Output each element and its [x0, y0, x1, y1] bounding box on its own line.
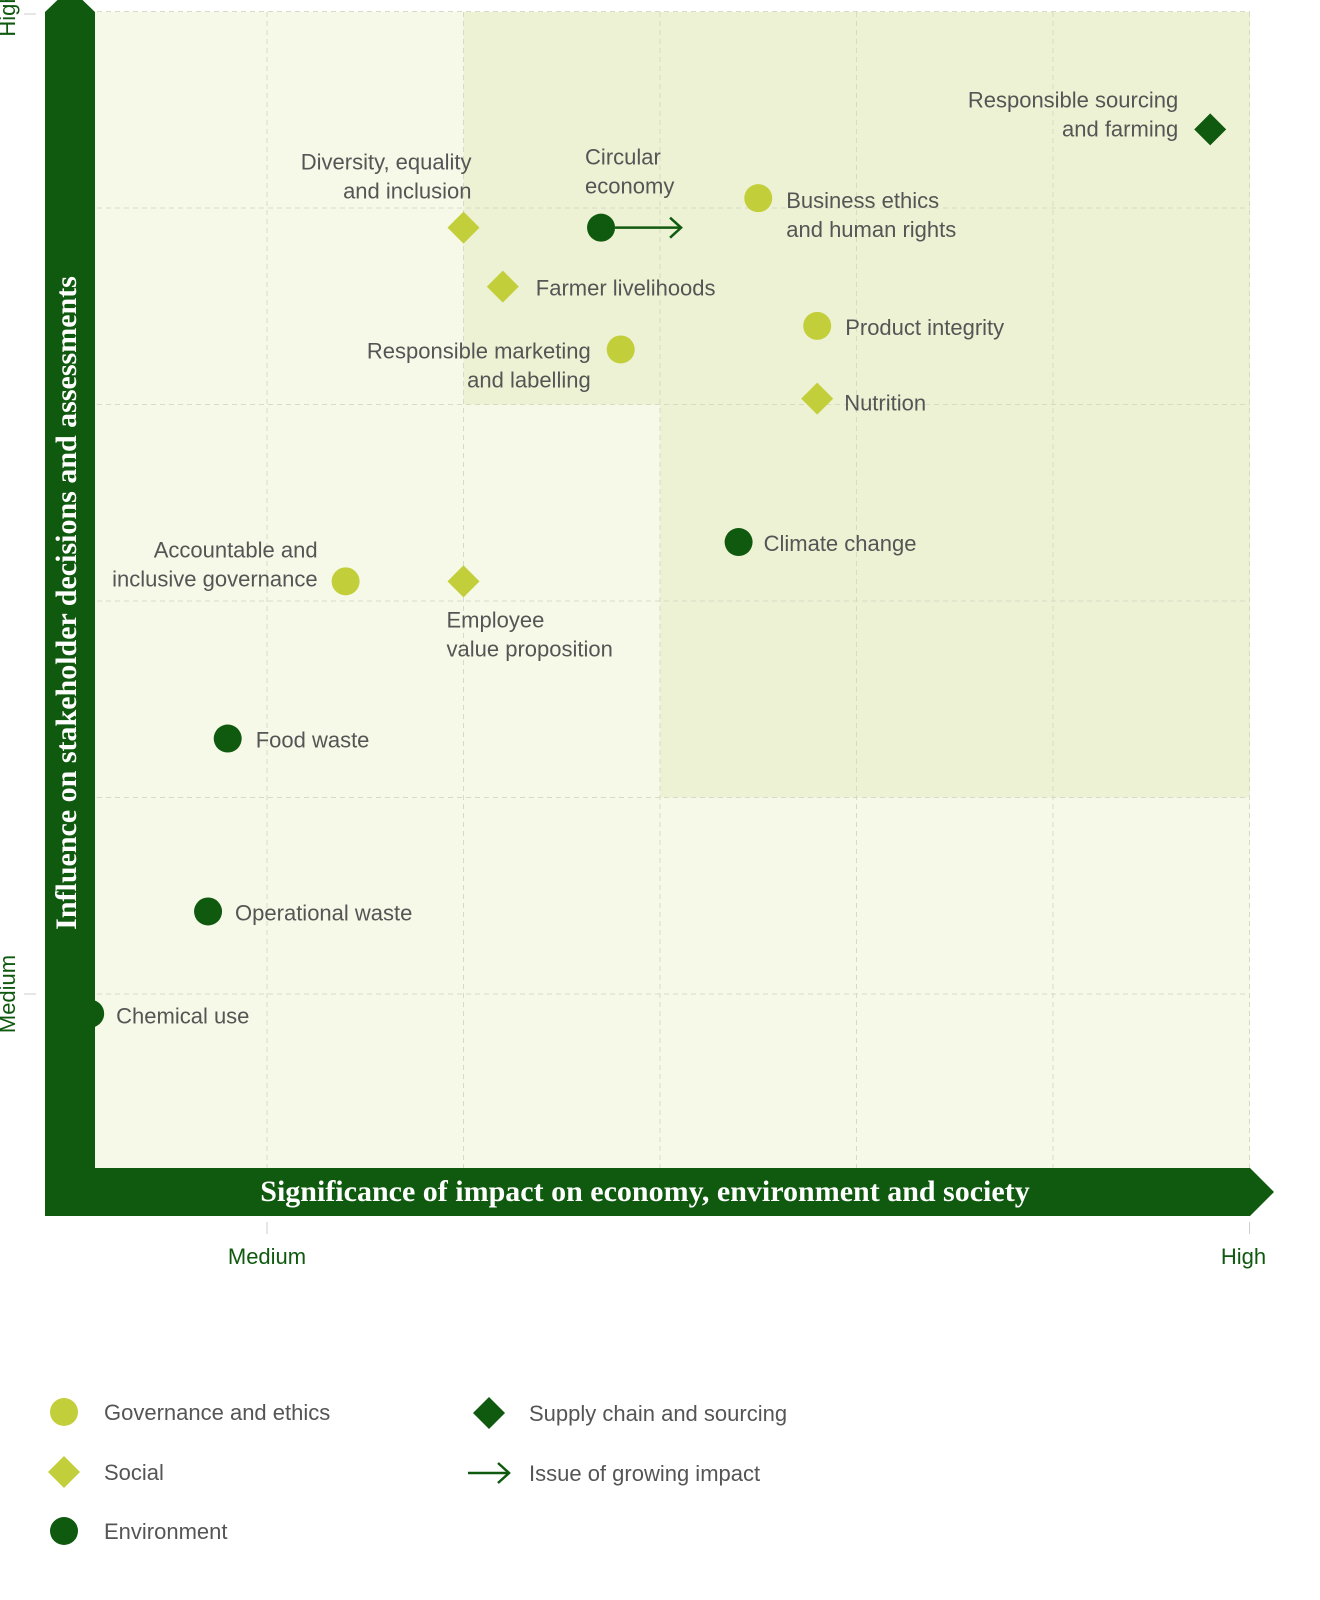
- legend-label: Governance and ethics: [104, 1400, 330, 1425]
- growing-impact-arrow: [615, 216, 683, 239]
- point-marker-diamond: [801, 382, 834, 415]
- data-point: Farmer livelihoods: [486, 270, 716, 303]
- y-tick-label: Medium: [0, 955, 20, 1033]
- point-label: Nutrition: [844, 391, 926, 416]
- point-label: Food waste: [256, 728, 370, 753]
- legend-item: Issue of growing impact: [468, 1461, 760, 1486]
- data-point: Food waste: [213, 724, 370, 753]
- point-marker-circle: [587, 213, 616, 242]
- legend-marker-arrow: [468, 1462, 511, 1484]
- data-point: Circular economy: [585, 145, 683, 242]
- legend-marker-circle: [50, 1398, 78, 1426]
- legend-marker-diamond: [48, 1456, 80, 1488]
- y-axis-title: Influence on stakeholder decisions and a…: [50, 276, 83, 930]
- data-point: Employee value proposition: [447, 565, 613, 661]
- point-label: Accountable and inclusive governance: [112, 537, 317, 591]
- data-point: Business ethics and human rights: [744, 184, 956, 242]
- point-label: Operational waste: [235, 900, 412, 925]
- tick-labels: Medium High Medium High: [0, 0, 1266, 1269]
- point-marker-diamond: [1194, 113, 1227, 146]
- point-marker-circle: [194, 897, 223, 926]
- data-point: Chemical use: [76, 999, 249, 1029]
- legend-label: Environment: [104, 1519, 228, 1544]
- point-label: Product integrity: [845, 315, 1004, 340]
- y-axis-bar: [45, 0, 95, 1216]
- legend-label: Supply chain and sourcing: [529, 1401, 787, 1426]
- point-marker-diamond: [447, 211, 480, 244]
- y-tick-label: High: [0, 0, 20, 37]
- data-point: Responsible sourcing and farming: [968, 87, 1227, 146]
- legend-item: Governance and ethics: [50, 1398, 330, 1426]
- data-point: Climate change: [724, 528, 917, 557]
- point-marker-diamond: [447, 565, 480, 598]
- legend-marker-circle: [50, 1517, 78, 1545]
- point-label: Farmer livelihoods: [536, 276, 716, 301]
- point-marker-circle: [744, 184, 773, 213]
- point-label: Responsible sourcing and farming: [968, 87, 1178, 141]
- point-marker-circle: [331, 567, 360, 596]
- legend-label: Issue of growing impact: [529, 1461, 760, 1486]
- data-point: Responsible marketing and labelling: [367, 335, 635, 392]
- data-point: Diversity, equality and inclusion: [301, 150, 480, 244]
- legend-item: Social: [48, 1456, 164, 1488]
- x-axis-bar: [45, 1168, 1274, 1216]
- point-label: Employee value proposition: [447, 607, 613, 661]
- point-label: Diversity, equality and inclusion: [301, 150, 472, 204]
- x-tick-label: High: [1221, 1244, 1266, 1269]
- point-label: Chemical use: [116, 1004, 249, 1029]
- point-label: Responsible marketing and labelling: [367, 338, 591, 392]
- point-marker-circle: [606, 335, 635, 364]
- point-marker-diamond: [486, 270, 519, 303]
- legend-item: Supply chain and sourcing: [473, 1397, 787, 1429]
- point-marker-circle: [803, 311, 832, 340]
- legend: Governance and ethics Social Environment Su…: [48, 1397, 787, 1545]
- data-point: Nutrition: [801, 382, 926, 416]
- point-label: Circular economy: [585, 145, 674, 199]
- legend-label: Social: [104, 1460, 164, 1485]
- point-label: Business ethics and human rights: [786, 188, 956, 242]
- data-points: Responsible sourcing and farming Diversity…: [76, 87, 1227, 1029]
- data-point: Operational waste: [194, 897, 412, 926]
- point-marker-circle: [76, 999, 105, 1028]
- grid-lines: [70, 11, 1250, 1168]
- legend-marker-diamond: [473, 1397, 505, 1429]
- point-marker-circle: [213, 724, 242, 753]
- axes: [45, 0, 1274, 1216]
- data-point: Accountable and inclusive governance: [112, 537, 360, 596]
- legend-item: Environment: [50, 1517, 228, 1545]
- point-label: Climate change: [764, 531, 917, 556]
- x-axis-title: Significance of impact on economy, envir…: [260, 1175, 1029, 1208]
- point-marker-circle: [724, 528, 753, 557]
- x-tick-label: Medium: [228, 1244, 306, 1269]
- data-point: Product integrity: [803, 311, 1004, 340]
